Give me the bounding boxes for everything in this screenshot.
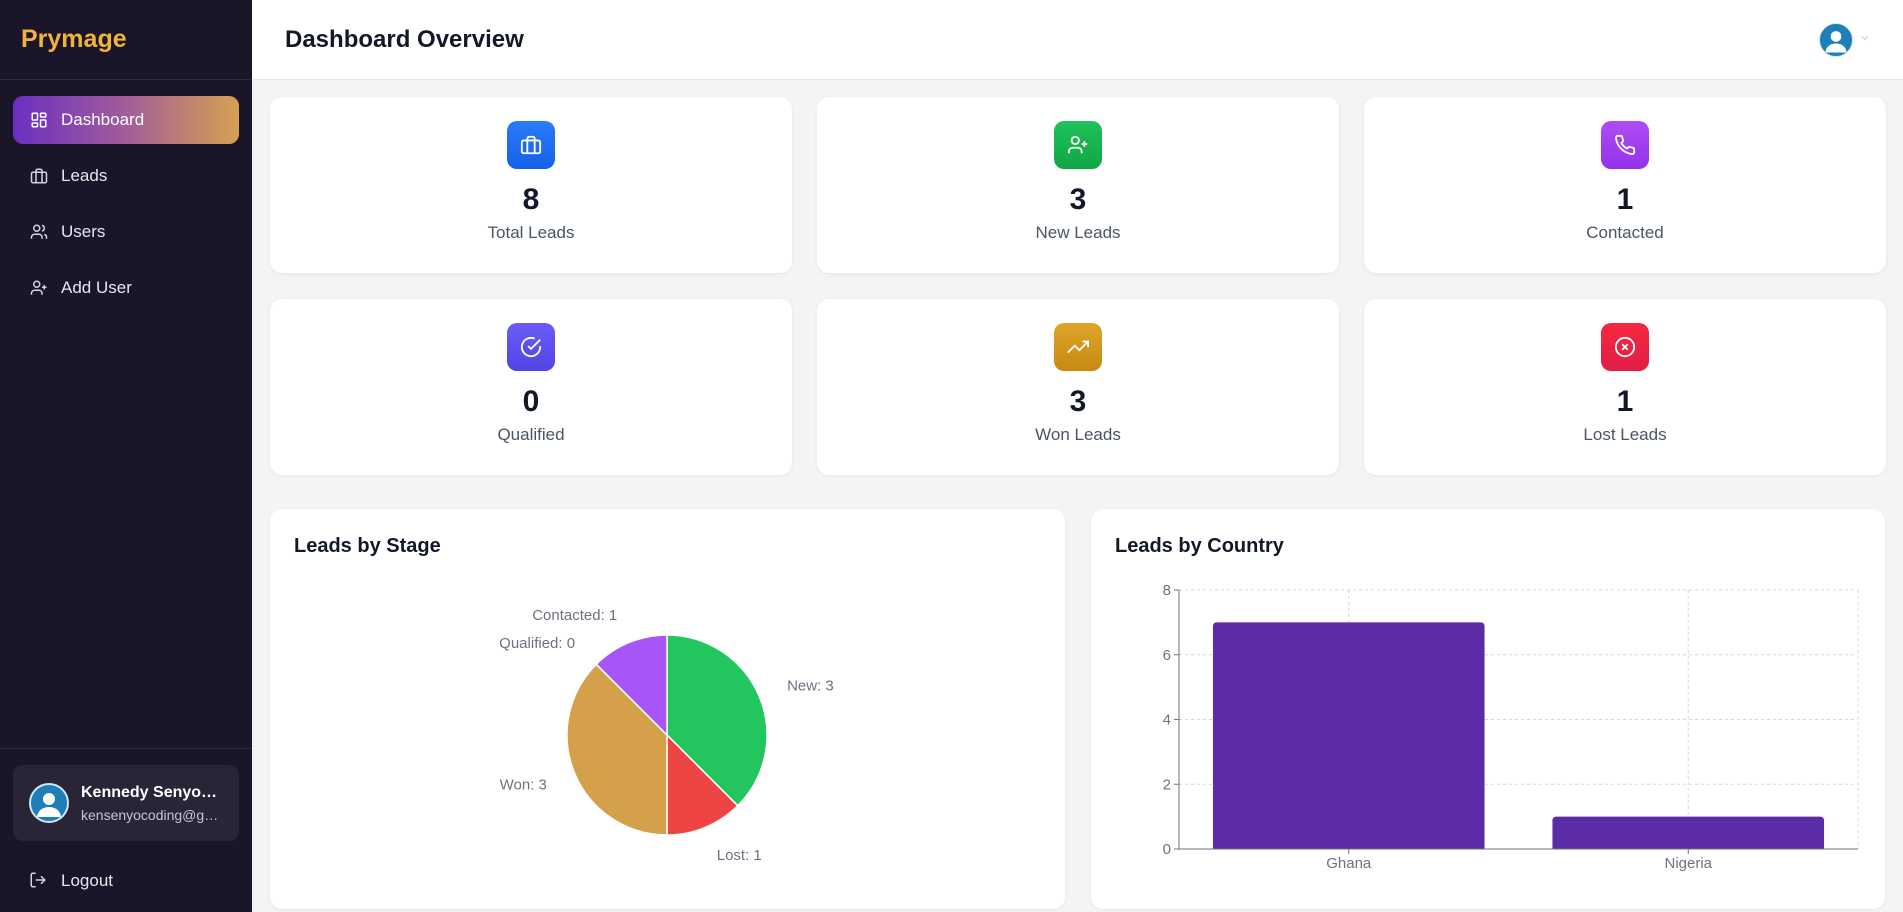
trending-up-icon [1054,323,1102,371]
sidebar: Prymage Dashboard Leads Users Add User [0,0,252,912]
stat-value: 1 [1616,183,1634,216]
user-meta: Kennedy Senyo Tornyeviadzi kensenyocodin… [81,784,219,823]
pie-label-lost: Lost: 1 [717,847,762,864]
logout-icon [29,871,49,891]
user-name: Kennedy Senyo Tornyeviadzi [81,783,219,801]
y-tick-label: 2 [1163,776,1171,793]
brand-logo[interactable]: Prymage [0,0,252,80]
users-icon [29,222,49,242]
stat-value: 3 [1069,385,1087,418]
top-header: Dashboard Overview [252,0,1903,80]
pie-label-contacted: Contacted: 1 [532,607,617,624]
logout-button[interactable]: Logout [13,857,239,905]
pie-slice-won [566,663,668,836]
user-plus-icon [1054,121,1102,169]
sidebar-item-label: Dashboard [61,110,145,129]
avatar [1819,22,1853,57]
y-tick-label: 0 [1163,841,1171,858]
pie-label-qualified: Qualified: 0 [499,635,575,652]
leads-by-stage-card: Leads by Stage New: 3 Lost: 1 Won: 3 Qualif… [270,509,1065,909]
leads-by-country-bar-chart: 0 2 4 6 8 Ghana Nigeria [1163,582,1859,872]
avatar [29,783,69,823]
leads-by-stage-pie-chart: New: 3 Lost: 1 Won: 3 Qualified: 0 Contacted… [499,607,834,864]
stat-value: 3 [1069,183,1087,216]
phone-icon [1601,121,1649,169]
stat-label: New Leads [1035,223,1121,242]
sidebar-item-dashboard[interactable]: Dashboard [13,96,239,144]
pie-label-new: New: 3 [787,677,834,694]
page-title: Dashboard Overview [285,25,524,53]
sidebar-nav: Dashboard Leads Users Add User [0,80,252,336]
stat-card-lost-leads: 1 Lost Leads [1364,299,1886,475]
stat-card-won-leads: 3 Won Leads [817,299,1339,475]
x-circle-icon [1601,323,1649,371]
chevron-down-icon [1859,31,1871,49]
pie-slice-new [666,634,768,807]
stat-card-contacted: 1 Contacted [1364,97,1886,273]
chart-title: Leads by Stage [294,535,441,557]
stat-value: 1 [1616,385,1634,418]
current-user-card[interactable]: Kennedy Senyo Tornyeviadzi kensenyocodin… [13,765,239,841]
stat-value: 8 [522,183,540,216]
sidebar-item-leads[interactable]: Leads [13,152,239,200]
bar-ghana [1212,622,1485,849]
logout-label: Logout [61,871,113,890]
y-tick-label: 8 [1163,582,1171,599]
user-email: kensenyocoding@gmail.com [81,806,219,823]
pie-slice-lost [666,733,739,836]
stat-label: Lost Leads [1583,425,1667,444]
stat-label: Won Leads [1035,425,1121,444]
briefcase-icon [29,166,49,186]
sidebar-item-label: Leads [61,166,108,185]
stat-label: Qualified [497,425,565,444]
leads-by-country-card: Leads by Country 0 2 4 6 8 Ghana Nigeria [1091,509,1885,909]
sidebar-item-users[interactable]: Users [13,208,239,256]
sidebar-item-add-user[interactable]: Add User [13,264,239,312]
dashboard-icon [29,110,49,130]
stat-value: 0 [522,385,540,418]
stat-label: Contacted [1586,223,1664,242]
sidebar-item-label: Users [61,222,106,241]
stat-label: Total Leads [487,223,575,242]
profile-menu[interactable] [1819,22,1871,57]
stat-card-total-leads: 8 Total Leads [270,97,792,273]
bar-nigeria [1552,816,1825,849]
sidebar-footer: Kennedy Senyo Tornyeviadzi kensenyocodin… [0,748,252,912]
sidebar-item-label: Add User [61,278,132,297]
stat-card-new-leads: 3 New Leads [817,97,1339,273]
check-circle-icon [507,323,555,371]
pie-label-won: Won: 3 [500,777,547,794]
user-plus-icon [29,278,49,298]
pie-slice-contacted [595,634,668,737]
chart-title: Leads by Country [1115,535,1284,557]
briefcase-icon [507,121,555,169]
x-tick-label: Nigeria [1664,855,1712,872]
stat-card-qualified: 0 Qualified [270,299,792,475]
y-tick-label: 6 [1163,647,1171,664]
x-tick-label: Ghana [1326,855,1372,872]
y-tick-label: 4 [1163,712,1171,729]
